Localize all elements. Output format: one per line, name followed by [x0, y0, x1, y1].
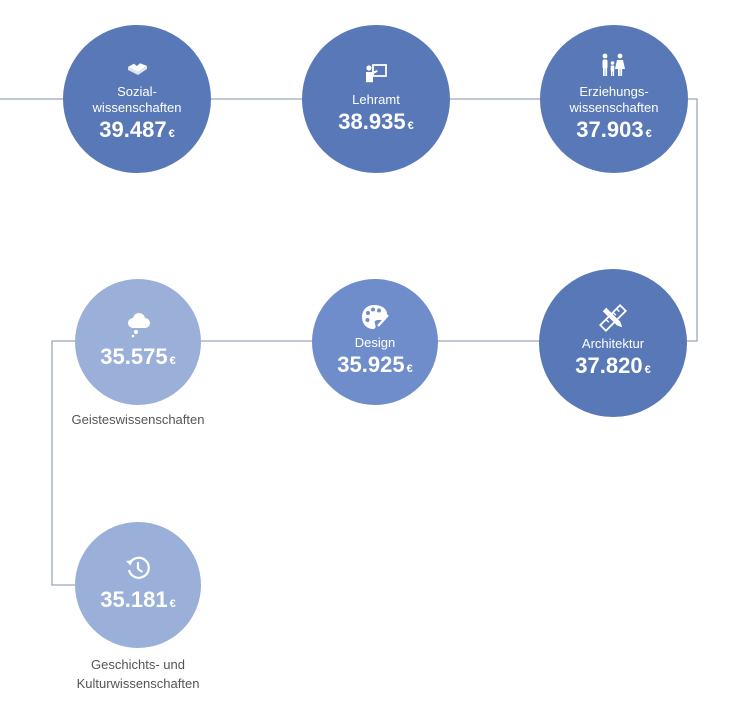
node-external-label: Geisteswissenschaften [38, 410, 238, 429]
node-external-label: Geschichts- und Kulturwissenschaften [38, 655, 238, 693]
node-geisteswissenschaften: 35.575 € [75, 279, 201, 405]
currency-symbol: € [407, 120, 414, 132]
currency-symbol: € [169, 598, 176, 610]
node-sozialwissenschaften: Sozial- wissenschaften 39.487 € [63, 25, 211, 173]
node-lehramt: Lehramt 38.935 € [302, 25, 450, 173]
book-heart-icon [122, 51, 152, 81]
palette-icon [360, 302, 390, 332]
node-erziehungswissenschaften: Erziehungs- wissenschaften 37.903 € [540, 25, 688, 173]
node-label-line: Sozial- [117, 84, 157, 99]
history-clock-icon [123, 553, 153, 583]
salary-value: 35.925 € [337, 352, 413, 377]
node-label-line: Design [354, 335, 396, 350]
node-design: Design 35.925 € [312, 279, 438, 405]
node-label-line: wissenschaften [92, 100, 182, 115]
salary-value: 38.935 € [338, 109, 414, 134]
currency-symbol: € [406, 363, 413, 375]
currency-symbol: € [645, 128, 652, 140]
thought-cloud-icon [123, 310, 153, 340]
node-label-line: Kulturwissenschaften [76, 676, 200, 691]
ruler-pencil-icon [598, 303, 628, 333]
teacher-board-icon [361, 59, 391, 89]
node-label-line: Architektur [581, 336, 645, 351]
node-label-line: Geisteswissenschaften [71, 412, 205, 427]
family-icon [599, 51, 629, 81]
salary-value: 35.575 € [100, 344, 176, 369]
node-architektur: Architektur 37.820 € [539, 269, 687, 417]
currency-symbol: € [644, 364, 651, 376]
currency-symbol: € [169, 355, 176, 367]
currency-symbol: € [168, 128, 175, 140]
salary-value: 37.820 € [575, 353, 651, 378]
salary-value: 37.903 € [576, 117, 652, 142]
node-geschichts-kulturwissenschaften: 35.181 € [75, 522, 201, 648]
node-label-line: Erziehungs- [579, 84, 649, 99]
salary-value: 39.487 € [99, 117, 175, 142]
node-label-line: wissenschaften [569, 100, 659, 115]
salary-value: 35.181 € [100, 587, 176, 612]
node-label-line: Lehramt [352, 92, 400, 107]
node-label-line: Geschichts- und [91, 657, 185, 672]
